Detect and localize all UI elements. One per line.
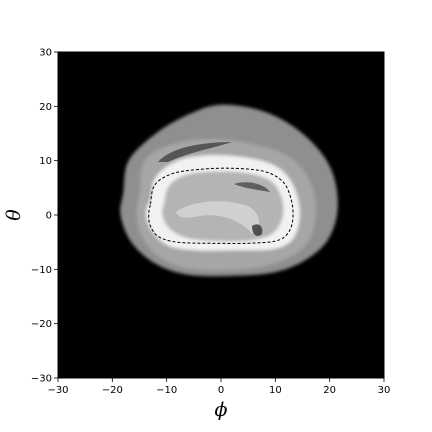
dashed-contour [148,167,294,244]
x-axis: −30 −20 −10 0 10 20 30 [47,378,390,396]
y-tick-label: 20 [39,102,52,113]
core-dark-spot [252,224,263,236]
y-tick-label: 0 [46,211,52,222]
y-tick-label: −20 [31,319,52,330]
dark-streak-upper [158,142,232,162]
y-axis: −30 −20 −10 0 10 20 30 [31,48,58,385]
x-axis-label: ϕ [215,399,228,421]
y-tick-label: 10 [39,156,52,167]
y-tick-label: −10 [31,265,52,276]
x-tick-label: −20 [102,385,123,396]
x-tick-label: 0 [218,385,224,396]
y-tick-label: 30 [39,48,52,59]
y-tick-label: −30 [31,374,52,385]
x-tick-label: −10 [156,385,177,396]
x-tick-label: −30 [47,385,68,396]
core-swirl [176,201,260,234]
x-tick-label: 30 [378,385,391,396]
x-tick-label: 10 [269,385,282,396]
intensity-details [158,142,270,236]
x-tick-label: 20 [323,385,336,396]
dark-streak-right [234,182,270,192]
y-axis-label: θ [3,209,25,221]
